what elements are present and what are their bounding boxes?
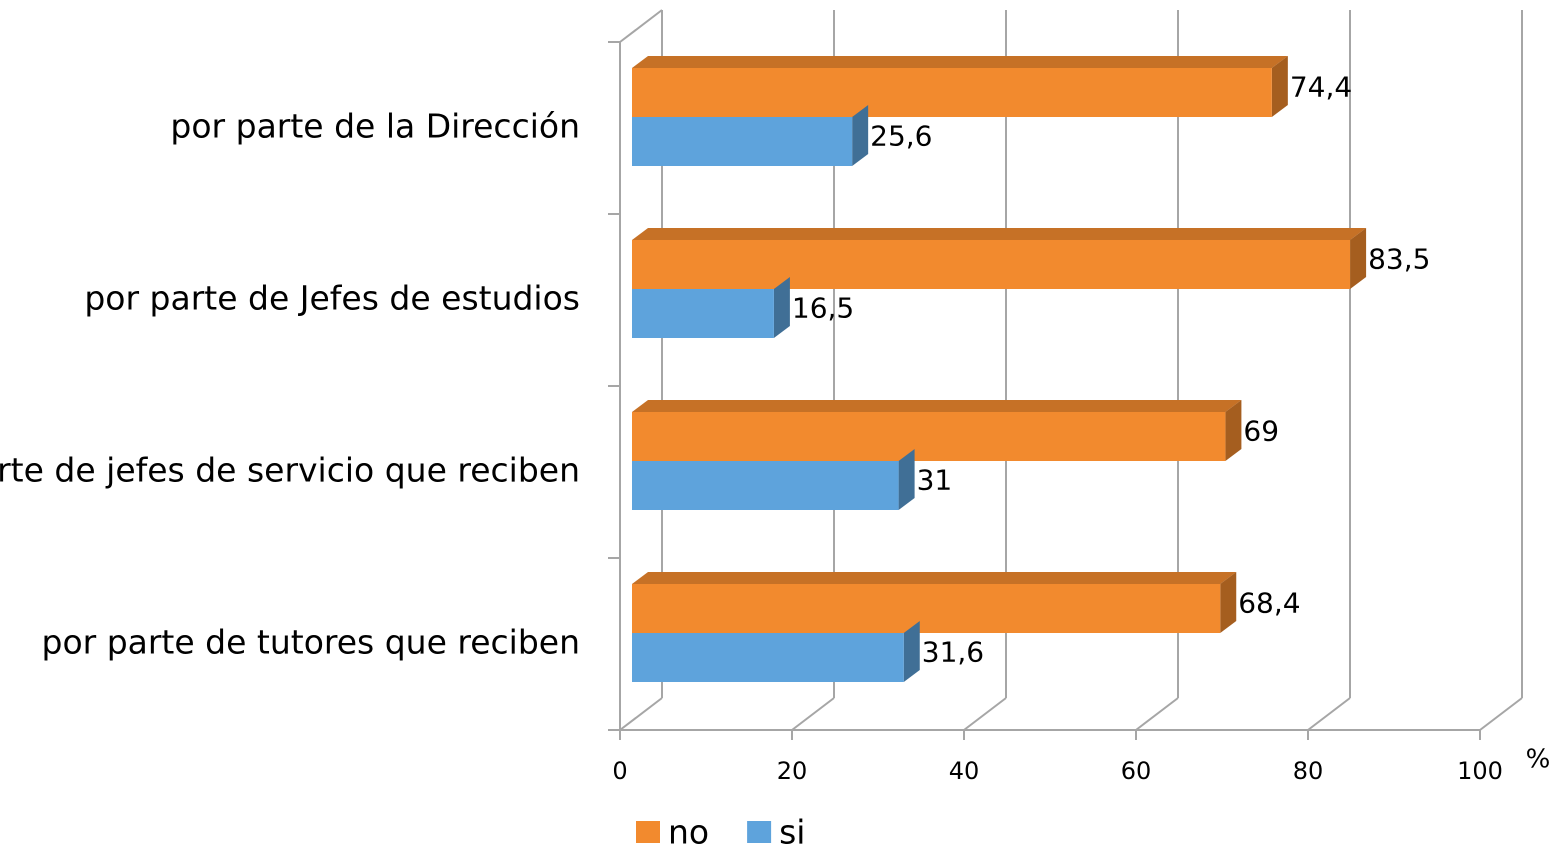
floor-grid-line [791,697,835,731]
value-label: 74,4 [1290,71,1352,104]
bar-front [632,412,1226,461]
bar [632,621,920,682]
bar-side [1220,572,1237,633]
x-axis-label: % [1526,745,1551,775]
bar-front [632,584,1221,633]
x-tick-label: 60 [1121,757,1152,785]
x-tick-label: 20 [777,757,808,785]
x-tick-label: 0 [612,757,627,785]
bar-top [632,400,1242,412]
legend-swatch [747,821,772,843]
floor-grid-line [1307,697,1351,731]
legend-label: si [779,813,805,852]
bar-front [632,240,1351,289]
bar [632,572,1237,633]
bar [632,105,869,166]
bar-front [632,461,899,510]
bar-top [632,56,1288,68]
bar-side [1225,400,1242,461]
value-label: 31 [917,464,953,497]
category-label: por parte de Jefes de estudios [84,279,580,318]
value-label: 83,5 [1368,243,1430,276]
value-label: 31,6 [922,636,984,669]
bar [632,449,915,510]
floor-grid-line [1479,697,1523,731]
x-tick-label: 80 [1293,757,1324,785]
bar-side [1350,228,1367,289]
bar-side [903,621,920,682]
value-label: 16,5 [792,292,854,325]
floor-grid-line [619,697,663,731]
x-tick-label: 100 [1457,757,1503,785]
floor-grid-line [963,697,1007,731]
x-tick-label: 40 [949,757,980,785]
bar-front [632,633,904,682]
category-label: por parte de jefes de servicio que recib… [0,451,580,490]
bar-front [632,117,853,166]
bar-front [632,289,774,338]
bar-side [852,105,869,166]
category-label: por parte de tutores que reciben [42,623,581,662]
value-label: 25,6 [870,120,932,153]
floor-grid-line [1135,697,1179,731]
bar-front [632,68,1272,117]
value-label: 68,4 [1238,587,1300,620]
bar [632,228,1367,289]
bar-top [632,572,1237,584]
category-label: por parte de la Dirección [170,107,580,146]
legend-label: no [668,813,709,852]
bar [632,277,790,338]
legend-swatch [636,821,660,843]
bar [632,400,1242,461]
value-label: 69 [1243,415,1279,448]
bar-side [898,449,915,510]
left-wall-edge [619,9,663,43]
bar-side [773,277,790,338]
bar [632,56,1288,117]
bar-side [1271,56,1288,117]
bar-top [632,228,1367,240]
